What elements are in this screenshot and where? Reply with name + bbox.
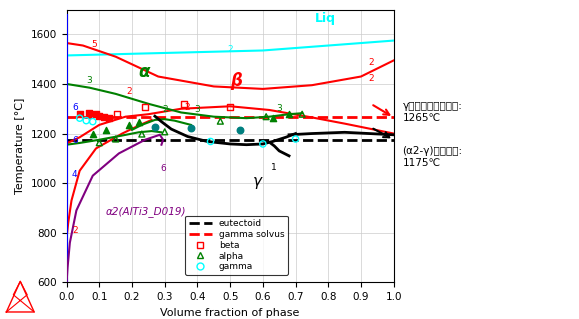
Text: 6: 6 [72, 103, 78, 112]
Point [101, 128, 111, 133]
Text: α: α [138, 63, 150, 80]
Text: 4: 4 [72, 170, 78, 179]
Text: 2: 2 [368, 75, 373, 84]
Text: 3: 3 [87, 76, 93, 85]
Point [262, 114, 271, 119]
Text: 2: 2 [162, 106, 167, 115]
Y-axis label: Temperature [°C]: Temperature [°C] [15, 98, 25, 194]
Point [298, 112, 307, 117]
Text: γ: γ [253, 174, 262, 189]
Point [258, 141, 267, 146]
Point [91, 112, 101, 117]
Point [216, 119, 225, 124]
Text: β: β [230, 72, 242, 90]
Point [151, 124, 160, 129]
Point [75, 111, 85, 116]
Text: 6: 6 [160, 164, 166, 173]
Text: 2: 2 [185, 103, 190, 112]
Text: 1: 1 [272, 162, 277, 172]
Point [111, 137, 120, 142]
Point [291, 137, 300, 142]
Text: 2: 2 [126, 87, 131, 96]
Point [85, 110, 94, 115]
Point [88, 119, 97, 124]
Point [82, 118, 91, 123]
Point [160, 129, 170, 134]
Text: α2(AlTi3_D019): α2(AlTi3_D019) [106, 206, 186, 217]
Text: (α2-γ)共析温度:
1175℃: (α2-γ)共析温度: 1175℃ [402, 146, 463, 168]
Point [75, 115, 85, 121]
Point [225, 104, 235, 109]
Text: Liq: Liq [315, 12, 336, 26]
Text: 2: 2 [228, 45, 233, 54]
Point [95, 113, 104, 118]
Text: 2: 2 [368, 58, 373, 67]
Point [95, 140, 104, 145]
Point [206, 139, 215, 144]
Point [124, 122, 133, 127]
Point [141, 104, 150, 109]
Point [137, 131, 146, 137]
Point [100, 115, 109, 120]
Legend: eutectoid, gamma solvus, beta, alpha, gamma: eutectoid, gamma solvus, beta, alpha, ga… [185, 216, 288, 275]
Point [134, 119, 143, 124]
Point [88, 131, 97, 137]
Text: 6: 6 [72, 137, 78, 145]
Text: 2: 2 [72, 226, 78, 235]
Point [113, 112, 122, 117]
Point [235, 127, 244, 132]
Point [186, 126, 196, 131]
Point [268, 115, 277, 121]
Text: 3: 3 [195, 105, 200, 114]
X-axis label: Volume fraction of phase: Volume fraction of phase [160, 308, 300, 318]
Text: 3: 3 [276, 104, 282, 113]
Point [179, 102, 189, 107]
Text: γ相のソルバス温度:
1265℃: γ相のソルバス温度: 1265℃ [402, 101, 462, 123]
Point [104, 115, 113, 121]
Point [284, 112, 294, 117]
Text: 5: 5 [91, 40, 97, 49]
